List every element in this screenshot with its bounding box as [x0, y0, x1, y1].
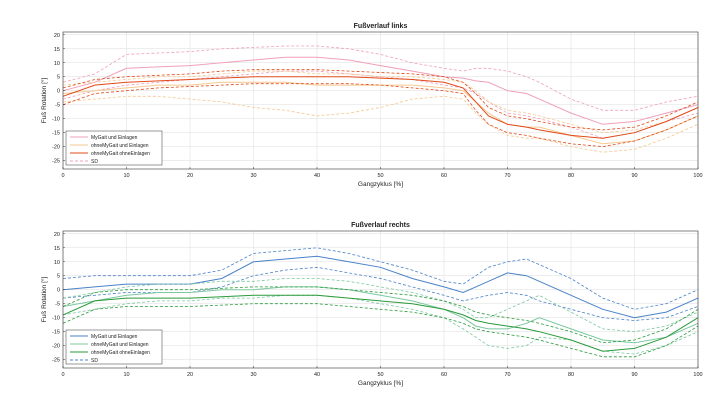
legend-label-3: SD [91, 358, 98, 364]
y-tick-label-9: 20 [54, 232, 60, 238]
y-tick-label-5: 0 [57, 89, 60, 95]
series-0-sd-upper [62, 247, 699, 310]
y-tick-label-6: 5 [57, 75, 60, 81]
y-tick-label-3: -10 [52, 117, 60, 123]
y-axis-label: Fuß Rotation [°] [40, 277, 48, 323]
legend: MyGait und Einlagen ohneMyGait und Einlag… [65, 130, 163, 166]
y-axis-label: Fuß Rotation [°] [40, 78, 48, 124]
x-tick-label-5: 50 [377, 173, 383, 179]
y-tick-label-7: 10 [54, 260, 60, 266]
x-tick-label-1: 10 [123, 173, 129, 179]
y-tick-label-2: -15 [52, 131, 60, 137]
x-tick-label-0: 0 [61, 173, 64, 179]
y-tick-label-0: -25 [52, 159, 60, 165]
y-tick-label-5: 0 [57, 288, 60, 294]
y-tick-label-4: -5 [55, 302, 60, 308]
x-tick-label-5: 50 [377, 372, 383, 378]
series-1-sd-upper [62, 70, 699, 134]
series-0-sd-lower [62, 70, 699, 139]
series-2-sd-lower [62, 303, 699, 358]
x-tick-label-8: 80 [568, 173, 574, 179]
legend-label-0: MyGait und Einlagen [91, 334, 138, 340]
series-1-line [62, 81, 699, 145]
y-tick-label-6: 5 [57, 274, 60, 280]
x-tick-label-3: 30 [250, 372, 256, 378]
x-tick-label-6: 60 [441, 173, 447, 179]
x-tick-label-1: 10 [123, 372, 129, 378]
y-tick-label-7: 10 [54, 61, 60, 67]
x-tick-label-9: 90 [631, 372, 637, 378]
legend: MyGait und Einlagen ohneMyGait und Einlag… [65, 329, 163, 365]
legend-label-3: SD [91, 159, 98, 165]
x-tick-label-3: 30 [250, 173, 256, 179]
x-tick-label-7: 70 [504, 372, 510, 378]
series-1-sd-upper [62, 278, 699, 333]
chart-title: Fußverlauf rechts [351, 222, 410, 229]
x-tick-label-4: 40 [314, 372, 320, 378]
x-tick-label-10: 100 [693, 173, 702, 179]
x-tick-label-2: 20 [187, 372, 193, 378]
x-axis-label: Gangzyklus [%] [358, 181, 403, 188]
y-tick-label-8: 15 [54, 246, 60, 252]
legend-label-0: MyGait und Einlagen [91, 135, 138, 141]
x-tick-label-6: 60 [441, 372, 447, 378]
y-tick-label-0: -25 [52, 358, 60, 364]
series-2-sd-lower [62, 83, 699, 148]
series-2-sd-upper [62, 69, 699, 131]
y-tick-label-8: 15 [54, 47, 60, 53]
series-1-sd-lower [62, 294, 699, 355]
series-1-line [62, 286, 699, 344]
series-0-line [62, 56, 699, 125]
legend-label-2: ohneMyGait ohneEinlagen [91, 350, 150, 356]
chart-title: Fußverlauf links [354, 23, 408, 30]
y-tick-label-1: -20 [52, 145, 60, 151]
series-1-sd-lower [62, 95, 699, 153]
x-tick-label-9: 90 [631, 173, 637, 179]
x-tick-label-8: 80 [568, 372, 574, 378]
legend-label-1: ohneMyGait und Einlagen [91, 143, 149, 149]
y-tick-label-9: 20 [54, 33, 60, 39]
chart-panel-0: 0 10 20 30 40 50 60 70 80 90 100 -25 -20 -15 -10 -5 0 5 10… [40, 23, 703, 188]
x-axis-label: Gangzyklus [%] [358, 380, 403, 387]
x-tick-label-7: 70 [504, 173, 510, 179]
chart-panel-1: 0 10 20 30 40 50 60 70 80 90 100 -25 -20 -15 -10 -5 0 5 10… [40, 222, 703, 387]
legend-label-1: ohneMyGait und Einlagen [91, 342, 149, 348]
y-tick-label-2: -15 [52, 330, 60, 336]
y-tick-label-3: -10 [52, 316, 60, 322]
x-tick-label-4: 40 [314, 173, 320, 179]
legend-label-2: ohneMyGait ohneEinlagen [91, 151, 150, 157]
series-2-sd-upper [62, 286, 699, 344]
series-2-line [62, 294, 699, 352]
x-tick-label-2: 20 [187, 173, 193, 179]
series-2-line [62, 76, 699, 139]
x-tick-label-10: 100 [693, 372, 702, 378]
x-tick-label-0: 0 [61, 372, 64, 378]
y-tick-label-1: -20 [52, 344, 60, 350]
y-tick-label-4: -5 [55, 103, 60, 109]
